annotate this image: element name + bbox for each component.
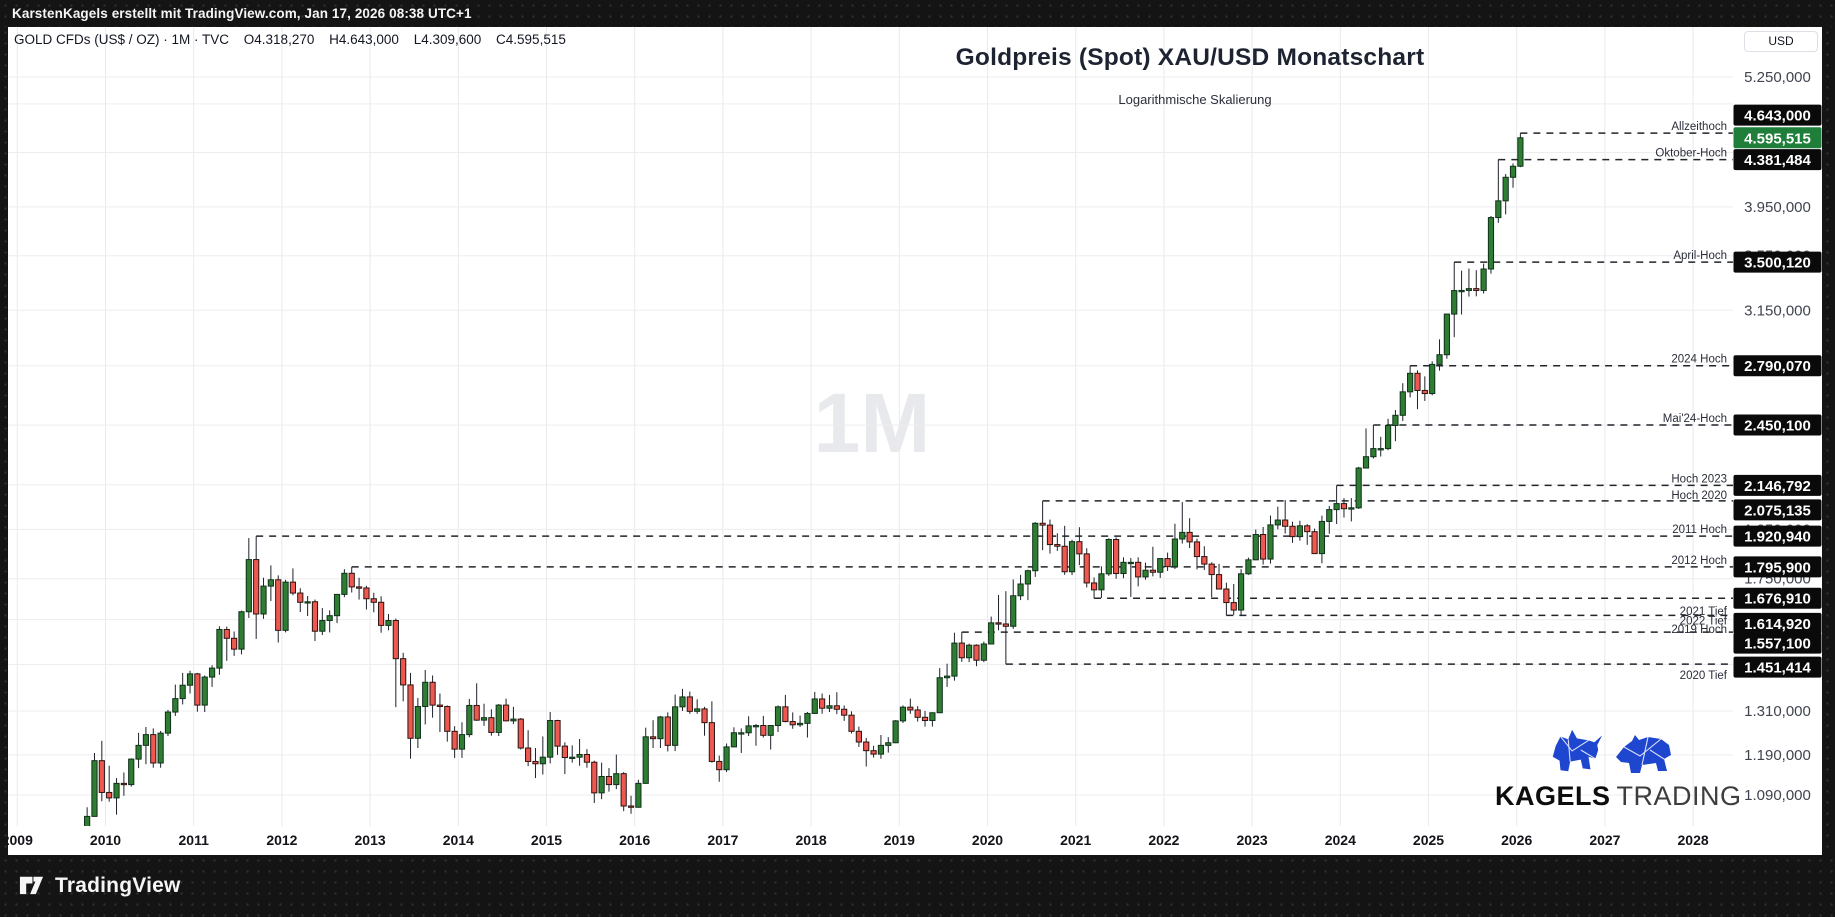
- svg-text:1.451,414: 1.451,414: [1744, 660, 1811, 677]
- svg-text:April-Hoch: April-Hoch: [1673, 250, 1727, 262]
- level-lines: [256, 132, 1733, 665]
- symbol-legend: GOLD CFDs (US$ / OZ) · 1M · TVC O4.318,2…: [14, 32, 570, 47]
- svg-text:2022 Tief: 2022 Tief: [1680, 615, 1728, 627]
- svg-text:2012: 2012: [266, 832, 297, 848]
- svg-text:1.920,940: 1.920,940: [1744, 529, 1811, 546]
- svg-text:2024 Hoch: 2024 Hoch: [1671, 354, 1727, 366]
- svg-text:3.950,000: 3.950,000: [1744, 199, 1811, 216]
- svg-text:1.310,000: 1.310,000: [1744, 703, 1811, 720]
- svg-text:2.146,792: 2.146,792: [1744, 478, 1811, 495]
- svg-text:4.595,515: 4.595,515: [1744, 130, 1811, 147]
- svg-text:1.795,900: 1.795,900: [1744, 559, 1811, 576]
- attribution-text: KarstenKagels erstellt mit TradingView.c…: [12, 6, 472, 21]
- svg-text:2025: 2025: [1413, 832, 1444, 848]
- svg-text:Mai'24-Hoch: Mai'24-Hoch: [1663, 413, 1727, 425]
- svg-text:2021: 2021: [1060, 832, 1091, 848]
- svg-text:2019 Hoch: 2019 Hoch: [1671, 624, 1727, 636]
- frame-right: [1822, 27, 1835, 855]
- svg-text:5.250,000: 5.250,000: [1744, 69, 1811, 86]
- svg-text:2017: 2017: [707, 832, 738, 848]
- ohlc-high: H4.643,000: [329, 32, 399, 47]
- svg-text:2015: 2015: [531, 832, 562, 848]
- svg-text:2027: 2027: [1589, 832, 1620, 848]
- svg-text:2.790,070: 2.790,070: [1744, 358, 1811, 375]
- top-banner: [0, 0, 1835, 27]
- svg-text:4.381,484: 4.381,484: [1744, 152, 1811, 169]
- candlesticks: [84, 133, 1524, 832]
- level-price-badge: [1733, 414, 1822, 436]
- level-price-badge: [1733, 556, 1822, 578]
- gridlines: [8, 27, 1733, 826]
- svg-text:Allzeithoch: Allzeithoch: [1671, 121, 1727, 133]
- svg-text:2018: 2018: [796, 832, 827, 848]
- svg-text:2021 Tief: 2021 Tief: [1680, 606, 1728, 618]
- chart-title: Goldpreis (Spot) XAU/USD Monatschart: [955, 44, 1425, 71]
- current-price-badge: [1733, 127, 1822, 149]
- bull-icon: [1546, 726, 1604, 779]
- chart-subtitle: Logarithmische Skalierung: [1118, 92, 1272, 107]
- level-price-badge: [1733, 149, 1822, 171]
- svg-text:1.090,000: 1.090,000: [1744, 787, 1811, 804]
- tradingview-icon: [18, 870, 45, 902]
- svg-text:1.676,910: 1.676,910: [1744, 591, 1811, 608]
- kagels-trading-logo: KAGELS TRADING: [1495, 726, 1742, 812]
- symbol-description[interactable]: GOLD CFDs (US$ / OZ) · 1M · TVC: [14, 32, 230, 47]
- ohlc-open: O4.318,270: [243, 32, 315, 47]
- svg-text:Hoch 2023: Hoch 2023: [1671, 473, 1727, 485]
- ohlc-low: L4.309,600: [413, 32, 482, 47]
- svg-text:2.450,100: 2.450,100: [1744, 418, 1811, 435]
- svg-text:2009: 2009: [2, 832, 33, 848]
- svg-text:2022: 2022: [1148, 832, 1179, 848]
- time-scale[interactable]: [8, 826, 1822, 855]
- level-price-badge: [1733, 525, 1822, 547]
- bear-icon: [1612, 730, 1674, 779]
- kagels-wordmark: KAGELS TRADING: [1495, 781, 1742, 811]
- level-price-badge: [1733, 632, 1822, 654]
- svg-text:2028: 2028: [1678, 832, 1709, 848]
- price-badges: 4.643,000 4.595,515 4.381,484 3.500,120 2.79…: [1733, 104, 1822, 678]
- svg-text:1.190,000: 1.190,000: [1744, 747, 1811, 764]
- level-price-badge: [1733, 587, 1822, 609]
- level-labels: Allzeithoch Oktober-Hoch April-Hoch 2024 Ho…: [1655, 121, 1727, 682]
- timeframe-watermark: 1M: [814, 376, 931, 470]
- level-price-badge: [1733, 355, 1822, 377]
- level-price-badge: [1733, 656, 1822, 678]
- svg-text:2023: 2023: [1237, 832, 1268, 848]
- svg-text:1.614,920: 1.614,920: [1744, 616, 1811, 633]
- currency-button[interactable]: USD: [1744, 31, 1818, 52]
- tradingview-logo[interactable]: TradingView: [18, 855, 181, 917]
- svg-text:2016: 2016: [619, 832, 650, 848]
- svg-text:Hoch 2020: Hoch 2020: [1671, 490, 1727, 502]
- svg-text:3.150,000: 3.150,000: [1744, 302, 1811, 319]
- year-labels: 2009 2010 2011 2012 2013 2014 2015 2016 2017 2018…: [2, 832, 1709, 848]
- frame-left: [0, 27, 8, 855]
- level-price-badge: [1733, 474, 1822, 496]
- svg-text:2011: 2011: [179, 832, 210, 848]
- ohlc-close: C4.595,515: [496, 32, 566, 47]
- svg-text:2.075,135: 2.075,135: [1744, 502, 1811, 519]
- svg-text:2024: 2024: [1325, 832, 1356, 848]
- level-price-badge: [1733, 499, 1822, 521]
- level-price-badge: [1733, 612, 1822, 634]
- svg-text:3.500,120: 3.500,120: [1744, 255, 1811, 272]
- svg-text:4.643,000: 4.643,000: [1744, 108, 1811, 125]
- tradingview-wordmark: TradingView: [55, 874, 181, 897]
- level-price-badge: [1733, 104, 1822, 126]
- svg-text:2010: 2010: [90, 832, 121, 848]
- svg-text:Oktober-Hoch: Oktober-Hoch: [1655, 148, 1727, 160]
- svg-text:2019: 2019: [884, 832, 915, 848]
- svg-text:2014: 2014: [443, 832, 474, 848]
- svg-text:2013: 2013: [355, 832, 386, 848]
- bottom-banner: [0, 855, 1835, 917]
- svg-text:2026: 2026: [1501, 832, 1532, 848]
- svg-text:1.557,100: 1.557,100: [1744, 636, 1811, 653]
- svg-text:2020: 2020: [972, 832, 1003, 848]
- level-price-badge: [1733, 251, 1822, 273]
- svg-text:2020 Tief: 2020 Tief: [1680, 670, 1728, 682]
- svg-text:2011 Hoch: 2011 Hoch: [1672, 524, 1727, 536]
- svg-text:2012 Hoch: 2012 Hoch: [1671, 555, 1727, 567]
